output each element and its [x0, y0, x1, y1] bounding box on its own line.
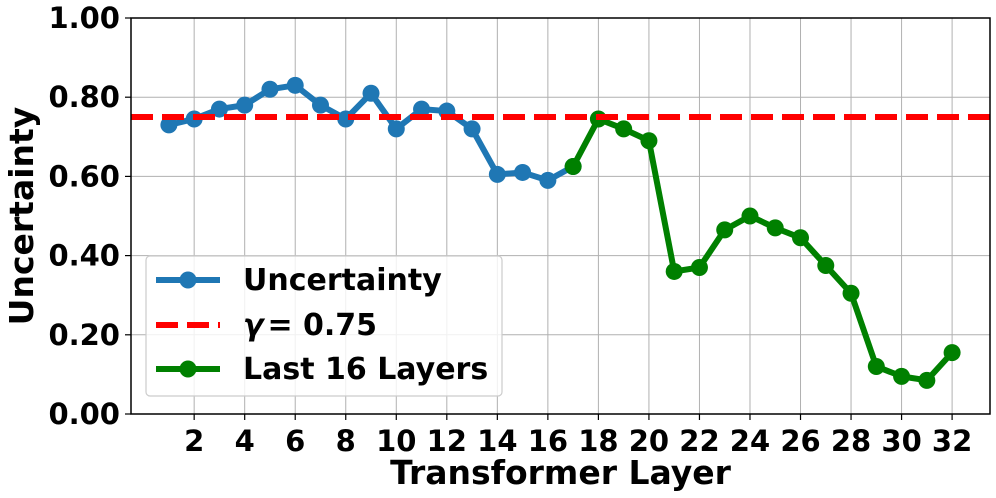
x-tick-label: 26 — [780, 424, 820, 458]
series-0-point — [286, 76, 304, 94]
x-tick-label: 22 — [679, 424, 719, 458]
series-1-line — [570, 115, 955, 384]
x-tick-label: 6 — [285, 424, 305, 458]
series-1-point — [690, 258, 708, 276]
legend-last16-label: Last 16 Layers — [243, 352, 488, 387]
x-tick-label: 18 — [578, 424, 618, 458]
x-tick-label: 30 — [881, 424, 921, 458]
legend-uncertainty-label: Uncertainty — [243, 263, 442, 298]
series-0-point — [514, 163, 532, 181]
y-tick-label: 0.00 — [48, 397, 120, 431]
legend-box — [145, 255, 503, 397]
x-axis-ticks: 2 4 6 8 10 12 14 16 18 20 22 24 26 28 30 32 — [184, 414, 972, 458]
series-0-point — [539, 171, 557, 189]
x-tick-label: 20 — [629, 424, 669, 458]
x-tick-label: 14 — [477, 424, 517, 458]
series-1-point — [842, 284, 860, 302]
y-tick-label: 0.40 — [48, 239, 120, 273]
x-tick-label: 12 — [427, 424, 467, 458]
y-tick-label: 0.60 — [48, 159, 120, 193]
x-tick-label: 16 — [528, 424, 568, 458]
series-1-point — [741, 207, 759, 225]
x-tick-label: 32 — [932, 424, 972, 458]
series-1-point — [792, 229, 810, 247]
series-0-point — [387, 120, 405, 138]
series-0-point — [160, 116, 178, 134]
legend-gamma-label: γ = 0.75 — [243, 308, 377, 343]
legend-gamma-value: = 0.75 — [267, 308, 377, 343]
x-tick-label: 10 — [376, 424, 416, 458]
legend-gamma-symbol: γ — [243, 308, 266, 343]
x-tick-label: 24 — [730, 424, 770, 458]
y-tick-label: 0.20 — [48, 318, 120, 352]
series-0-point — [261, 80, 279, 98]
series-1-point — [867, 357, 885, 375]
y-tick-label: 0.80 — [48, 80, 120, 114]
series-1-point — [918, 371, 936, 389]
x-tick-label: 28 — [831, 424, 871, 458]
x-tick-label: 2 — [184, 424, 204, 458]
x-tick-label: 4 — [235, 424, 255, 458]
series-1-point — [943, 344, 961, 362]
x-axis-label: Transformer Layer — [390, 453, 732, 492]
y-tick-label: 1.00 — [48, 1, 120, 35]
y-axis-label: Uncertainty — [2, 107, 41, 326]
series-0-point — [488, 165, 506, 183]
legend: Uncertainty γ = 0.75 Last 16 Layers — [145, 255, 503, 397]
plot-frame — [130, 17, 991, 415]
series-1-point — [615, 120, 633, 138]
series-0-point — [210, 100, 228, 118]
legend-uncertainty-marker — [179, 271, 197, 289]
series-0-point — [413, 100, 431, 118]
series-1-point — [893, 367, 911, 385]
series-0-point — [463, 120, 481, 138]
series-1-point — [665, 262, 683, 280]
y-axis-ticks: 0.00 0.20 0.40 0.60 0.80 1.00 — [48, 1, 131, 431]
x-tick-label: 8 — [336, 424, 356, 458]
legend-last16-marker — [179, 360, 197, 378]
series-0-point — [236, 96, 254, 114]
series-1-point — [564, 158, 582, 175]
series-0-point — [311, 96, 329, 114]
series-1-point — [817, 257, 835, 274]
series-0-point — [362, 84, 380, 102]
series-1-point — [640, 132, 658, 150]
series-1-point — [766, 219, 784, 237]
series-1-point — [716, 221, 734, 239]
plot-area — [131, 76, 990, 389]
